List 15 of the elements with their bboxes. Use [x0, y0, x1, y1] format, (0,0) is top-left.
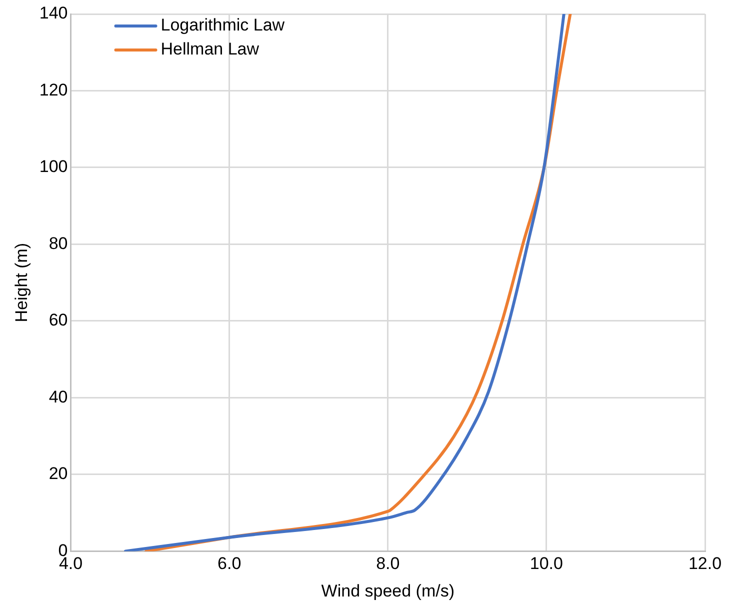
x-tick-label: 8.0	[376, 554, 400, 574]
y-tick-label: 120	[39, 80, 68, 100]
y-tick-label: 60	[48, 310, 68, 330]
x-tick-label: 12.0	[688, 554, 722, 574]
y-tick-label: 20	[48, 464, 68, 484]
legend-label: Logarithmic Law	[160, 16, 286, 35]
y-axis-title: Height (m)	[12, 242, 31, 322]
y-tick-label: 100	[39, 157, 68, 176]
y-tick-label: 140	[39, 4, 68, 23]
x-axis-title: Wind speed (m/s)	[321, 581, 454, 600]
y-tick-label: 40	[48, 387, 68, 406]
x-tick-label: 10.0	[530, 554, 563, 574]
x-tick-label: 6.0	[218, 554, 242, 574]
y-tick-label: 80	[48, 234, 68, 253]
legend-label: Hellman Law	[160, 40, 260, 59]
